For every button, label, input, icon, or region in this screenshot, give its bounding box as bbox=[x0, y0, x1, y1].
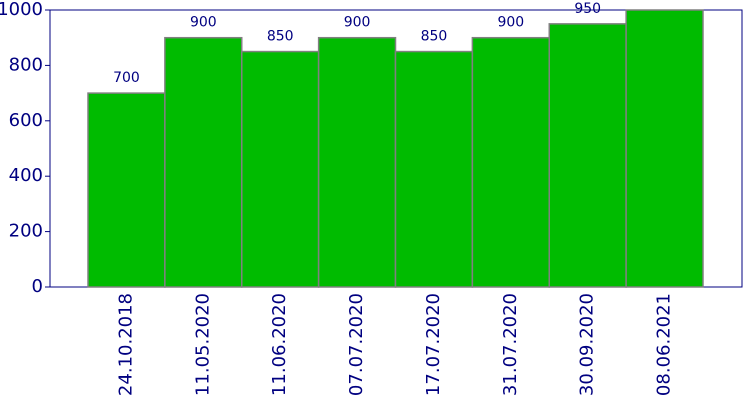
x-tick-label: 30.09.2020 bbox=[577, 293, 598, 396]
value-label: 900 bbox=[190, 15, 217, 31]
x-tick-label: 07.07.2020 bbox=[346, 293, 367, 396]
bar bbox=[471, 36, 550, 288]
x-tick-label: 11.05.2020 bbox=[192, 293, 213, 396]
bar bbox=[241, 50, 320, 288]
bar bbox=[87, 92, 166, 288]
value-label: 700 bbox=[113, 70, 140, 86]
value-label: 850 bbox=[421, 29, 448, 45]
x-tick-label: 08.06.2021 bbox=[654, 293, 675, 396]
value-label: 950 bbox=[574, 1, 601, 17]
x-tick-label: 24.10.2018 bbox=[115, 293, 136, 396]
y-tick-label: 400 bbox=[9, 165, 43, 186]
x-tick-label: 31.07.2020 bbox=[500, 293, 521, 396]
value-label: 1000 bbox=[647, 0, 683, 3]
y-tick-label: 600 bbox=[9, 110, 43, 131]
bar bbox=[394, 50, 474, 288]
bar bbox=[625, 9, 704, 288]
bar bbox=[548, 23, 627, 288]
x-tick-label: 17.07.2020 bbox=[423, 293, 444, 396]
value-label: 900 bbox=[344, 15, 371, 31]
value-label: 900 bbox=[497, 15, 524, 31]
y-tick-label: 1000 bbox=[0, 0, 43, 20]
bar bbox=[317, 36, 397, 288]
x-tick-label: 11.06.2020 bbox=[269, 293, 290, 396]
bar bbox=[164, 36, 243, 288]
y-tick-label: 0 bbox=[32, 276, 43, 297]
y-tick-label: 800 bbox=[9, 54, 43, 75]
value-label: 850 bbox=[267, 29, 294, 45]
y-tick-label: 200 bbox=[9, 221, 43, 242]
